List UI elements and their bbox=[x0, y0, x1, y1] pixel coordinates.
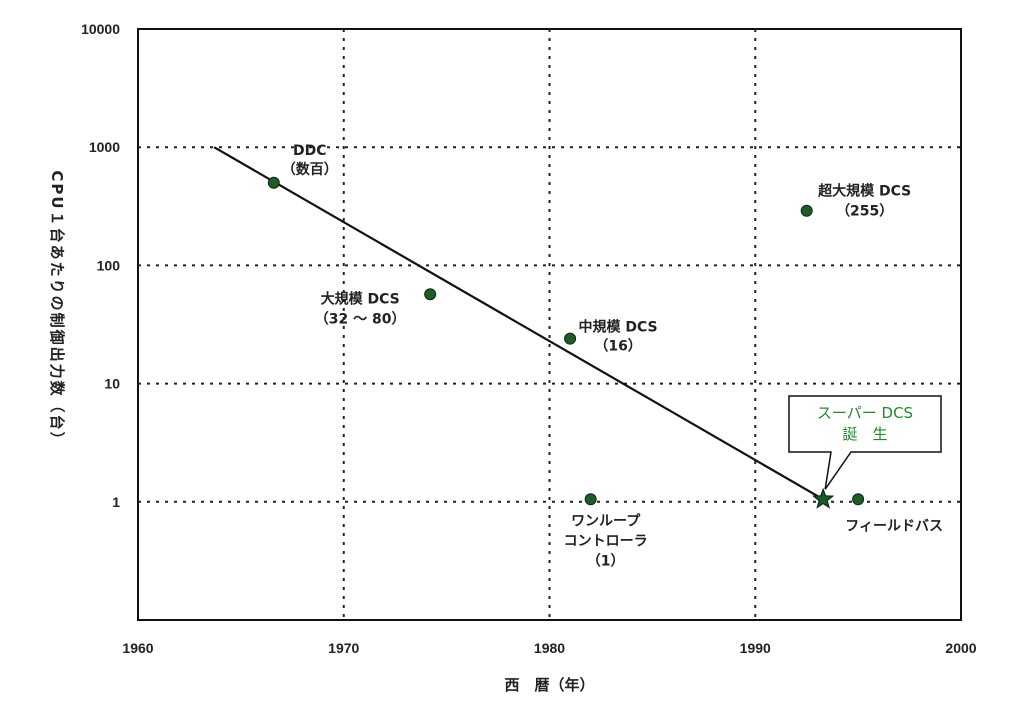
point-label: （255） bbox=[836, 204, 893, 220]
data-point bbox=[424, 288, 437, 301]
point-label: （16） bbox=[594, 339, 641, 355]
star-point bbox=[811, 487, 835, 509]
data-point bbox=[267, 176, 280, 189]
y-tick-label: 10000 bbox=[81, 21, 120, 37]
point-label: （1） bbox=[587, 553, 625, 569]
point-label: DDC bbox=[293, 143, 327, 159]
x-tick-label: 1970 bbox=[328, 640, 359, 656]
data-point bbox=[852, 493, 865, 506]
point-label: （32 ～ 80） bbox=[315, 311, 406, 327]
trend-line bbox=[213, 146, 824, 501]
x-tick-label: 1960 bbox=[122, 640, 153, 656]
y-tick-label: 10 bbox=[104, 376, 120, 392]
y-tick-label: 100 bbox=[97, 257, 121, 273]
point-label: フィールドバス bbox=[845, 518, 943, 534]
callout-label: スーパー DCS bbox=[817, 404, 913, 422]
x-tick-label: 1980 bbox=[534, 640, 565, 656]
callout-label: 誕 生 bbox=[842, 425, 887, 443]
point-label: 超大規模 DCS bbox=[817, 183, 911, 200]
callout-box bbox=[788, 395, 942, 490]
data-point bbox=[800, 204, 813, 217]
plot-frame bbox=[137, 28, 962, 621]
y-tick-label: 1 bbox=[112, 494, 120, 510]
point-label: （数百） bbox=[282, 161, 338, 178]
x-tick-label: 1990 bbox=[740, 640, 771, 656]
data-point bbox=[564, 332, 577, 345]
point-label: 中規模 DCS bbox=[579, 319, 658, 336]
point-label: ワンループ bbox=[571, 513, 641, 529]
y-axis-title: CPU１台あたりの制御出力数（台） bbox=[48, 170, 66, 448]
data-point bbox=[584, 493, 597, 506]
x-tick-label: 2000 bbox=[945, 640, 976, 656]
point-label: コントローラ bbox=[564, 533, 648, 549]
y-tick-label: 1000 bbox=[89, 139, 120, 155]
x-axis-title: 西 暦（年） bbox=[504, 676, 594, 694]
point-label: 大規模 DCS bbox=[321, 290, 400, 307]
